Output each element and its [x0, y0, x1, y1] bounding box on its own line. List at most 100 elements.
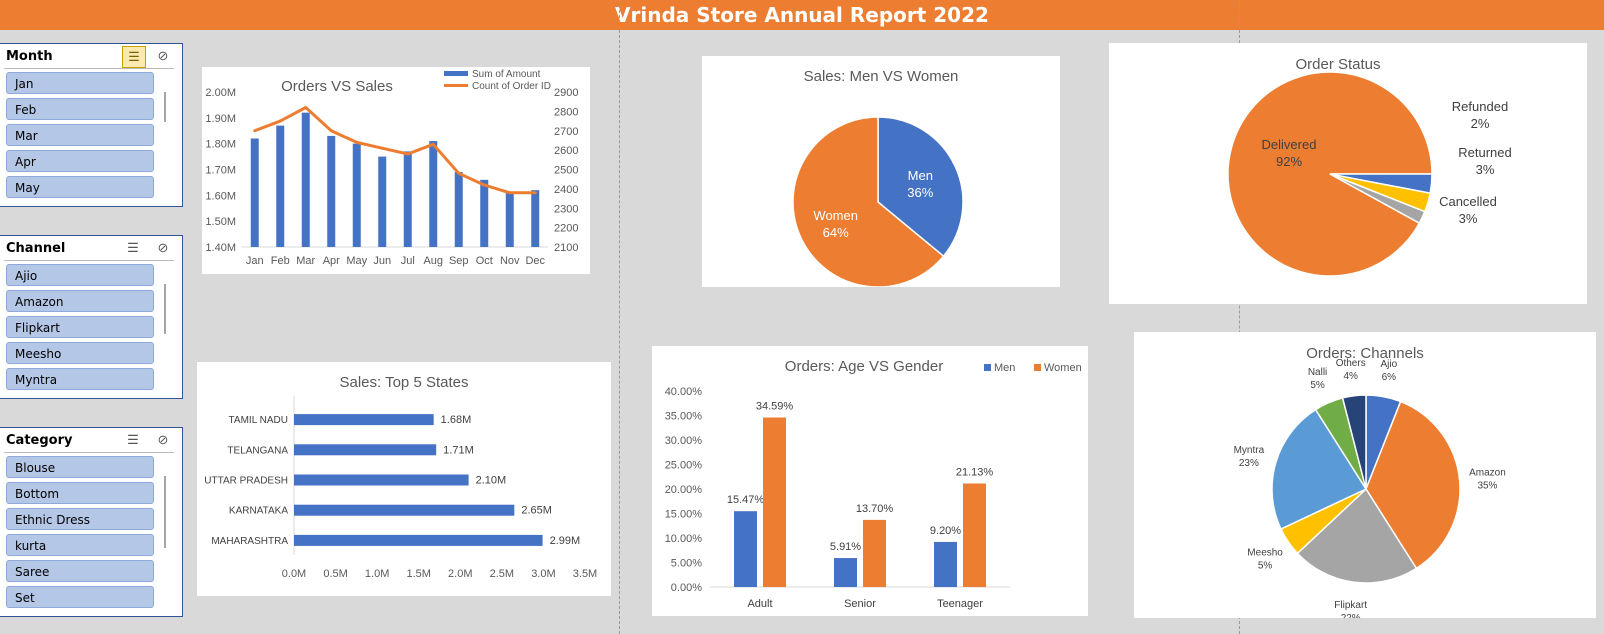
slice-percent-label: 3% [1459, 211, 1478, 226]
y-tick-label: 25.00% [665, 460, 703, 472]
chart-title: Orders VS Sales [281, 78, 393, 95]
channel-slicer[interactable]: Channel ☰ ⊘ Ajio Amazon Flipkart Meesho … [0, 235, 183, 399]
month-slicer[interactable]: Month ☰ ⊘ Jan Feb Mar Apr May [0, 43, 183, 207]
men-bar [834, 558, 857, 587]
order-count-point [380, 146, 384, 150]
y-tick-label: 10.00% [665, 533, 703, 545]
y-tick-label: 15.00% [665, 509, 703, 521]
men-vs-women-card[interactable]: Sales: Men VS Women Men 36% Women 64% [702, 56, 1060, 288]
state-label: TAMIL NADU [229, 415, 288, 426]
multi-select-icon[interactable]: ☰ [127, 240, 139, 255]
slicer-item-ethnic-dress[interactable]: Ethnic Dress [6, 508, 154, 530]
amount-bar [250, 138, 259, 247]
state-value-label: 2.99M [550, 535, 581, 547]
legend-label: Men [994, 362, 1015, 374]
slicer-item-set[interactable]: Set [6, 586, 154, 608]
slice-label: Flipkart [1334, 600, 1367, 611]
y-right-tick-label: 2800 [554, 106, 578, 118]
slicer-item-bottom[interactable]: Bottom [6, 482, 154, 504]
slice-label: Nalli [1308, 367, 1327, 378]
slice-percent-label: 5% [1310, 380, 1325, 391]
order-count-point [304, 106, 308, 109]
men-slice [877, 116, 964, 258]
amount-bar [327, 135, 336, 247]
bar-value-label: 5.91% [830, 541, 861, 553]
slicer-item-saree[interactable]: Saree [6, 560, 154, 582]
slicer-scrollbar[interactable] [164, 92, 166, 122]
chart-title: Orders: Channels [1306, 345, 1424, 362]
slicer-scrollbar[interactable] [164, 284, 166, 334]
y-right-tick-label: 2100 [554, 242, 578, 254]
slice-percent-label: 23% [1239, 458, 1259, 469]
slicer-item-jan[interactable]: Jan [6, 72, 154, 94]
y-left-tick-label: 1.60M [205, 190, 236, 202]
bar-value-label: 34.59% [756, 401, 794, 413]
multi-select-icon[interactable]: ☰ [127, 432, 139, 447]
slicer-item-flipkart[interactable]: Flipkart [6, 316, 154, 338]
myntra-slice [1271, 408, 1368, 531]
clear-filter-icon[interactable]: ⊘ [157, 240, 169, 255]
state-value-label: 1.68M [441, 414, 472, 426]
state-bar [294, 444, 437, 456]
order-count-point [329, 129, 333, 133]
slice-label: Men [908, 168, 933, 183]
category-slicer-header: Category [6, 433, 73, 448]
slice-label: Myntra [1234, 445, 1265, 456]
y-right-tick-label: 2700 [554, 126, 578, 138]
order-status-card[interactable]: Order Status Delivered 92% Refunded 2% Return… [1109, 43, 1587, 304]
slicer-item-may[interactable]: May [6, 176, 154, 198]
state-value-label: 2.65M [521, 505, 552, 517]
clear-filter-icon[interactable]: ⊘ [157, 432, 169, 447]
slicer-item-myntra[interactable]: Myntra [6, 368, 154, 390]
orders-vs-sales-card[interactable]: Orders VS Sales 1.40M 1.50M 1.60M 1.70M 1.80M… [202, 67, 590, 274]
slicer-scrollbar[interactable] [164, 476, 166, 548]
legend-label: Women [1044, 362, 1082, 374]
state-label: KARNATAKA [229, 506, 288, 517]
bar-value-label: 21.13% [956, 466, 994, 478]
x-tick-label: Jul [401, 255, 415, 267]
slicer-item-apr[interactable]: Apr [6, 150, 154, 172]
page-break-line [619, 0, 620, 634]
age-vs-gender-chart: Orders: Age VS Gender 0.00% 5.00% 10.00% 15.… [665, 358, 1082, 610]
top-states-card[interactable]: Sales: Top 5 States TAMIL NADU 1.68M TELANG… [197, 362, 611, 596]
slicer-item-ajio[interactable]: Ajio [6, 264, 154, 286]
y-right-tick-label: 2300 [554, 203, 578, 215]
slicer-item-amazon[interactable]: Amazon [6, 290, 154, 312]
y-left-tick-label: 1.80M [205, 139, 236, 151]
slicer-item-mar[interactable]: Mar [6, 124, 154, 146]
clear-filter-icon[interactable]: ⊘ [157, 48, 169, 63]
multi-select-icon[interactable]: ☰ [122, 46, 146, 68]
x-tick-label: 1.5M [406, 568, 430, 580]
slice-label: Ajio [1381, 359, 1398, 370]
state-bar [294, 414, 434, 426]
slice-label: Others [1336, 358, 1366, 369]
amount-bar [505, 192, 514, 247]
slicer-item-feb[interactable]: Feb [6, 98, 154, 120]
x-tick-label: Jan [246, 255, 264, 267]
x-tick-label: 1.0M [365, 568, 389, 580]
slice-percent-label: 2% [1471, 116, 1490, 131]
slicer-item-kurta[interactable]: kurta [6, 534, 154, 556]
age-vs-gender-card[interactable]: Orders: Age VS Gender 0.00% 5.00% 10.00% 15.… [652, 346, 1088, 616]
cancelled-slice [1329, 173, 1433, 194]
women-bar [963, 483, 986, 587]
slice-percent-label: 35% [1477, 481, 1497, 492]
slice-label: Cancelled [1439, 194, 1497, 209]
category-slicer[interactable]: Category ☰ ⊘ Blouse Bottom Ethnic Dress … [0, 427, 183, 617]
y-right-tick-label: 2400 [554, 184, 578, 196]
slice-label: Amazon [1469, 468, 1506, 479]
slicer-item-meesho[interactable]: Meesho [6, 342, 154, 364]
state-value-label: 2.10M [476, 475, 507, 487]
order-count-point [482, 183, 486, 187]
x-tick-label: Feb [271, 255, 290, 267]
slicer-item-blouse[interactable]: Blouse [6, 456, 154, 478]
page-break-line [1239, 0, 1240, 634]
amount-bar [378, 156, 387, 247]
y-tick-label: 0.00% [671, 582, 702, 594]
month-slicer-items: Jan Feb Mar Apr May [6, 72, 154, 202]
slice-label: Delivered [1262, 137, 1317, 152]
x-tick-label: Nov [500, 255, 520, 267]
slice-label: Women [813, 208, 858, 223]
